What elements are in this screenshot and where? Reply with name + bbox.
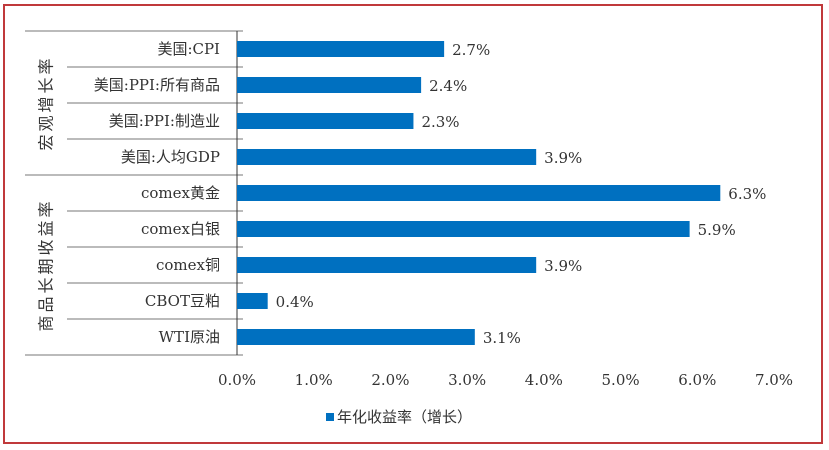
chart-frame	[3, 4, 823, 444]
x-tick-label: 7.0%	[755, 371, 793, 389]
data-label: 3.9%	[544, 149, 582, 167]
bar	[237, 77, 422, 93]
x-tick-label: 1.0%	[295, 371, 333, 389]
data-label: 5.9%	[698, 221, 736, 239]
bar	[237, 221, 690, 237]
x-tick-label: 5.0%	[602, 371, 640, 389]
bar	[237, 113, 414, 129]
legend-swatch	[326, 413, 334, 421]
bar	[237, 41, 445, 57]
x-tick-label: 4.0%	[525, 371, 563, 389]
data-label: 2.7%	[452, 41, 490, 59]
bar	[237, 329, 475, 345]
category-label: comex白银	[141, 220, 220, 238]
data-label: 6.3%	[728, 185, 766, 203]
data-label: 3.9%	[544, 257, 582, 275]
x-tick-label: 6.0%	[678, 371, 716, 389]
bar	[237, 293, 268, 309]
group-label: 商品长期收益率	[37, 198, 56, 331]
bar	[237, 185, 721, 201]
category-label: 美国:PPI:制造业	[109, 112, 220, 130]
category-label: WTI原油	[159, 328, 220, 346]
x-tick-label: 2.0%	[371, 371, 409, 389]
category-label: 美国:PPI:所有商品	[94, 76, 220, 94]
group-label: 宏观增长率	[37, 55, 56, 150]
category-label: 美国:CPI	[157, 40, 220, 58]
data-label: 2.3%	[421, 113, 459, 131]
legend-label: 年化收益率（增长）	[337, 408, 472, 426]
category-label: 美国:人均GDP	[121, 148, 220, 166]
bar	[237, 149, 537, 165]
data-label: 3.1%	[483, 329, 521, 347]
category-label: CBOT豆粕	[145, 292, 220, 310]
category-label: comex黄金	[141, 184, 220, 202]
x-tick-label: 0.0%	[218, 371, 256, 389]
category-label: comex铜	[156, 256, 220, 274]
x-tick-label: 3.0%	[448, 371, 486, 389]
data-label: 2.4%	[429, 77, 467, 95]
data-label: 0.4%	[276, 293, 314, 311]
bar	[237, 257, 537, 273]
